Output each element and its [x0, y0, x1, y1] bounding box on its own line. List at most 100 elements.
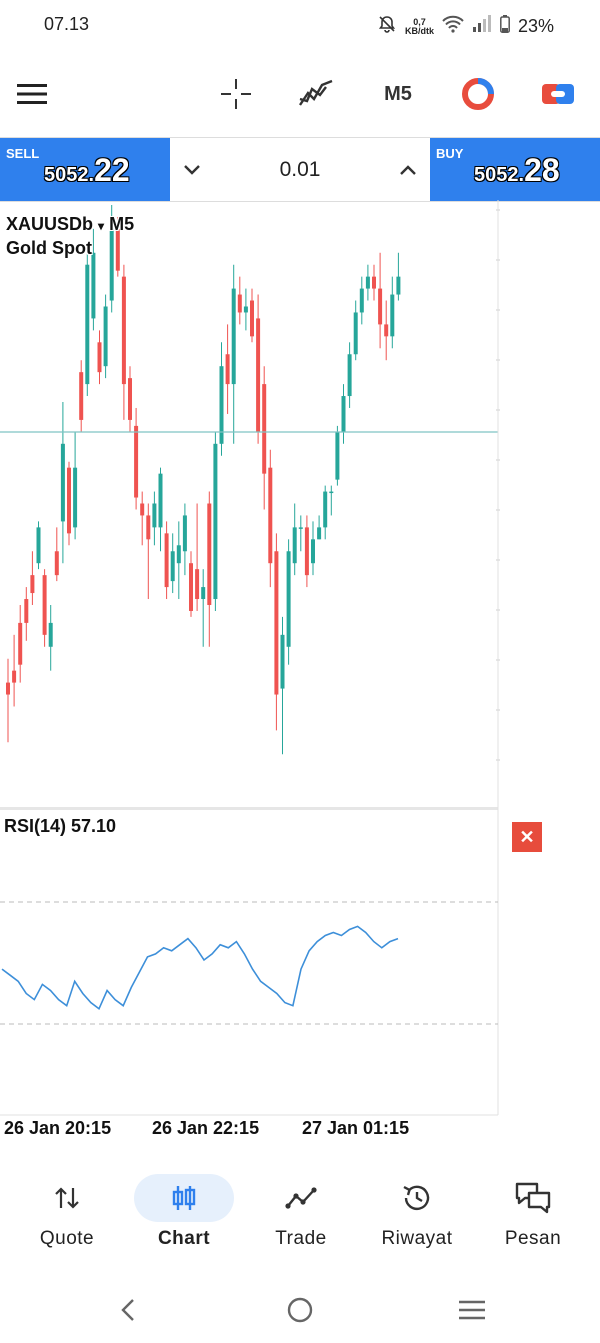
lot-decrease-button[interactable] — [170, 148, 214, 192]
chat-bubbles-icon — [483, 1174, 583, 1222]
candle — [97, 342, 102, 373]
candle — [103, 306, 108, 367]
nav-label: Pesan — [504, 1228, 562, 1249]
nav-label: Trade — [275, 1228, 327, 1249]
candle — [24, 599, 29, 623]
candle — [36, 527, 41, 564]
one-click-trade-panel: SELL 5052.22 0.01 BUY 5052.28 — [0, 137, 600, 202]
candle — [60, 443, 65, 522]
candle — [396, 276, 401, 295]
candle — [213, 443, 218, 600]
candle — [67, 467, 71, 534]
nav-history[interactable]: Riwayat — [359, 1166, 475, 1256]
buy-price: 5052.28 — [474, 152, 560, 188]
recents-icon[interactable] — [448, 1286, 496, 1334]
candle — [182, 515, 187, 552]
sell-price: 5052.22 — [44, 152, 130, 188]
nav-label: Chart — [157, 1228, 211, 1249]
candle — [323, 491, 328, 528]
lot-value[interactable]: 0.01 — [279, 157, 321, 181]
candle — [341, 396, 346, 432]
candle — [329, 491, 334, 494]
status-bar: 07.13 0,7 KB/dtk 23% — [0, 0, 600, 48]
sell-label: SELL — [6, 146, 40, 161]
candle — [109, 222, 114, 301]
trend-line-icon — [251, 1174, 351, 1222]
candle — [128, 378, 132, 420]
close-icon[interactable]: ✕ — [512, 822, 542, 852]
candle — [237, 294, 242, 313]
candle — [384, 324, 389, 337]
timeframe-button[interactable]: M5 — [384, 82, 412, 105]
rsi-line — [1, 925, 399, 1011]
candle — [121, 276, 126, 385]
candle — [347, 354, 352, 397]
nav-label: Riwayat — [381, 1228, 453, 1249]
candle — [6, 682, 10, 695]
chart-toolbar: M5 — [0, 60, 600, 130]
chevron-up-icon — [400, 164, 416, 175]
time-label: 26 Jan 22:15 — [152, 1118, 260, 1138]
chart-description: Gold Spot — [6, 238, 92, 258]
lot-control: 0.01 — [170, 138, 430, 201]
pane-divider — [0, 807, 498, 810]
candle — [146, 515, 151, 540]
candles-icon — [134, 1174, 234, 1222]
back-icon[interactable] — [104, 1286, 152, 1334]
home-icon[interactable] — [276, 1286, 324, 1334]
nav-quote[interactable]: Quote — [9, 1166, 125, 1256]
candle — [18, 622, 23, 665]
nav-messages[interactable]: Pesan — [475, 1166, 591, 1256]
status-right: 0,7 KB/dtk 23% — [377, 14, 554, 39]
candle — [280, 634, 285, 689]
candle — [365, 276, 370, 289]
buy-button[interactable]: BUY 5052.28 — [430, 138, 600, 201]
candle — [201, 587, 206, 600]
rsi-label: RSI(14) 57.10 — [4, 816, 117, 836]
indicators-icon[interactable] — [294, 72, 338, 116]
battery-icon — [500, 15, 510, 38]
chevron-down-icon — [184, 164, 200, 175]
buy-label: BUY — [436, 146, 464, 161]
crosshair-icon[interactable] — [214, 72, 258, 116]
candle — [335, 431, 340, 480]
candle — [85, 264, 90, 385]
candle — [91, 252, 96, 319]
time-label: 26 Jan 20:15 — [4, 1118, 112, 1138]
time-label: 27 Jan 01:15 — [302, 1118, 410, 1138]
candle — [286, 551, 291, 647]
candle — [268, 467, 273, 564]
candle — [54, 551, 59, 576]
color-wheel-icon[interactable] — [456, 72, 500, 116]
candle — [164, 533, 169, 588]
candle — [317, 527, 322, 540]
candle — [219, 366, 224, 444]
candle — [359, 288, 364, 313]
candle — [378, 288, 383, 325]
mute-bell-icon — [377, 14, 397, 39]
candle — [390, 294, 395, 337]
nav-chart[interactable]: Chart — [126, 1166, 242, 1256]
candle — [42, 575, 47, 635]
candle — [256, 318, 261, 432]
candle — [134, 425, 139, 498]
candle — [207, 503, 212, 605]
nav-trade[interactable]: Trade — [243, 1166, 359, 1256]
lot-increase-button[interactable] — [386, 148, 430, 192]
signal-icon — [472, 15, 492, 38]
candle — [311, 539, 315, 564]
chart-symbol[interactable]: XAUUSDb ▾ M5 — [6, 214, 135, 234]
candle — [158, 473, 163, 528]
candle — [73, 467, 78, 528]
menu-icon[interactable] — [10, 72, 54, 116]
candle — [250, 300, 254, 337]
candle — [231, 288, 236, 385]
trade-toggle-icon[interactable] — [536, 72, 580, 116]
history-icon — [367, 1174, 467, 1222]
sell-button[interactable]: SELL 5052.22 — [0, 138, 170, 201]
candle — [140, 503, 145, 516]
system-nav — [0, 1280, 600, 1340]
candle — [304, 527, 309, 576]
candle — [262, 384, 267, 474]
chart-canvas[interactable] — [0, 200, 600, 1150]
